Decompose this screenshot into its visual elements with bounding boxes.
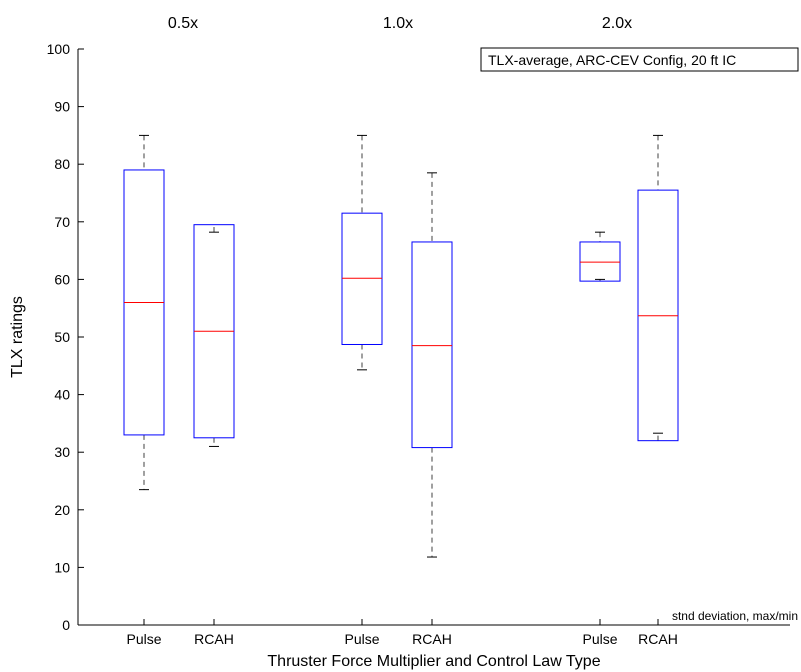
box-5 <box>637 134 679 442</box>
x-axis-title: Thruster Force Multiplier and Control La… <box>267 653 600 670</box>
y-tick-label: 20 <box>54 502 70 518</box>
y-tick-label: 40 <box>54 387 70 403</box>
y-tick-label: 70 <box>54 214 70 230</box>
box-group <box>123 134 679 558</box>
x-tick-label: Pulse <box>126 631 161 647</box>
plot-area <box>77 49 790 626</box>
box-0 <box>123 134 165 491</box>
box-4 <box>579 231 621 282</box>
y-tick-group: 0 10 20 30 40 50 60 70 80 90 100 <box>47 41 84 633</box>
x-tick-label: RCAH <box>412 631 452 647</box>
legend-text: TLX-average, ARC-CEV Config, 20 ft IC <box>488 52 736 68</box>
x-tick-label: Pulse <box>344 631 379 647</box>
y-tick-label: 90 <box>54 99 70 115</box>
x-tick-label-group: Pulse RCAH Pulse RCAH Pulse RCAH <box>126 619 678 647</box>
y-tick-label: 100 <box>47 41 71 57</box>
x-tick-label: Pulse <box>582 631 617 647</box>
stat-note: stnd deviation, max/min <box>672 609 798 623</box>
box-rect <box>579 241 621 282</box>
box-3 <box>411 172 453 558</box>
y-axis-title: TLX ratings <box>9 296 26 378</box>
legend: TLX-average, ARC-CEV Config, 20 ft IC <box>480 47 799 72</box>
group-label: 0.5x <box>168 15 198 32</box>
x-tick-label: RCAH <box>638 631 678 647</box>
legend-box <box>480 47 799 72</box>
y-tick-label: 10 <box>54 559 70 575</box>
y-tick-label: 60 <box>54 271 70 287</box>
group-label: 1.0x <box>383 15 413 32</box>
y-tick-label: 0 <box>62 617 70 633</box>
box-rect <box>341 212 383 345</box>
group-label: 2.0x <box>602 15 632 32</box>
box-2 <box>341 134 383 371</box>
y-tick-label: 80 <box>54 156 70 172</box>
group-label-group: 0.5x 1.0x 2.0x <box>168 15 632 32</box>
y-tick-label: 30 <box>54 444 70 460</box>
y-tick-label: 50 <box>54 329 70 345</box>
box-rect <box>411 241 453 449</box>
box-1 <box>193 224 235 447</box>
x-tick-label: RCAH <box>194 631 234 647</box>
